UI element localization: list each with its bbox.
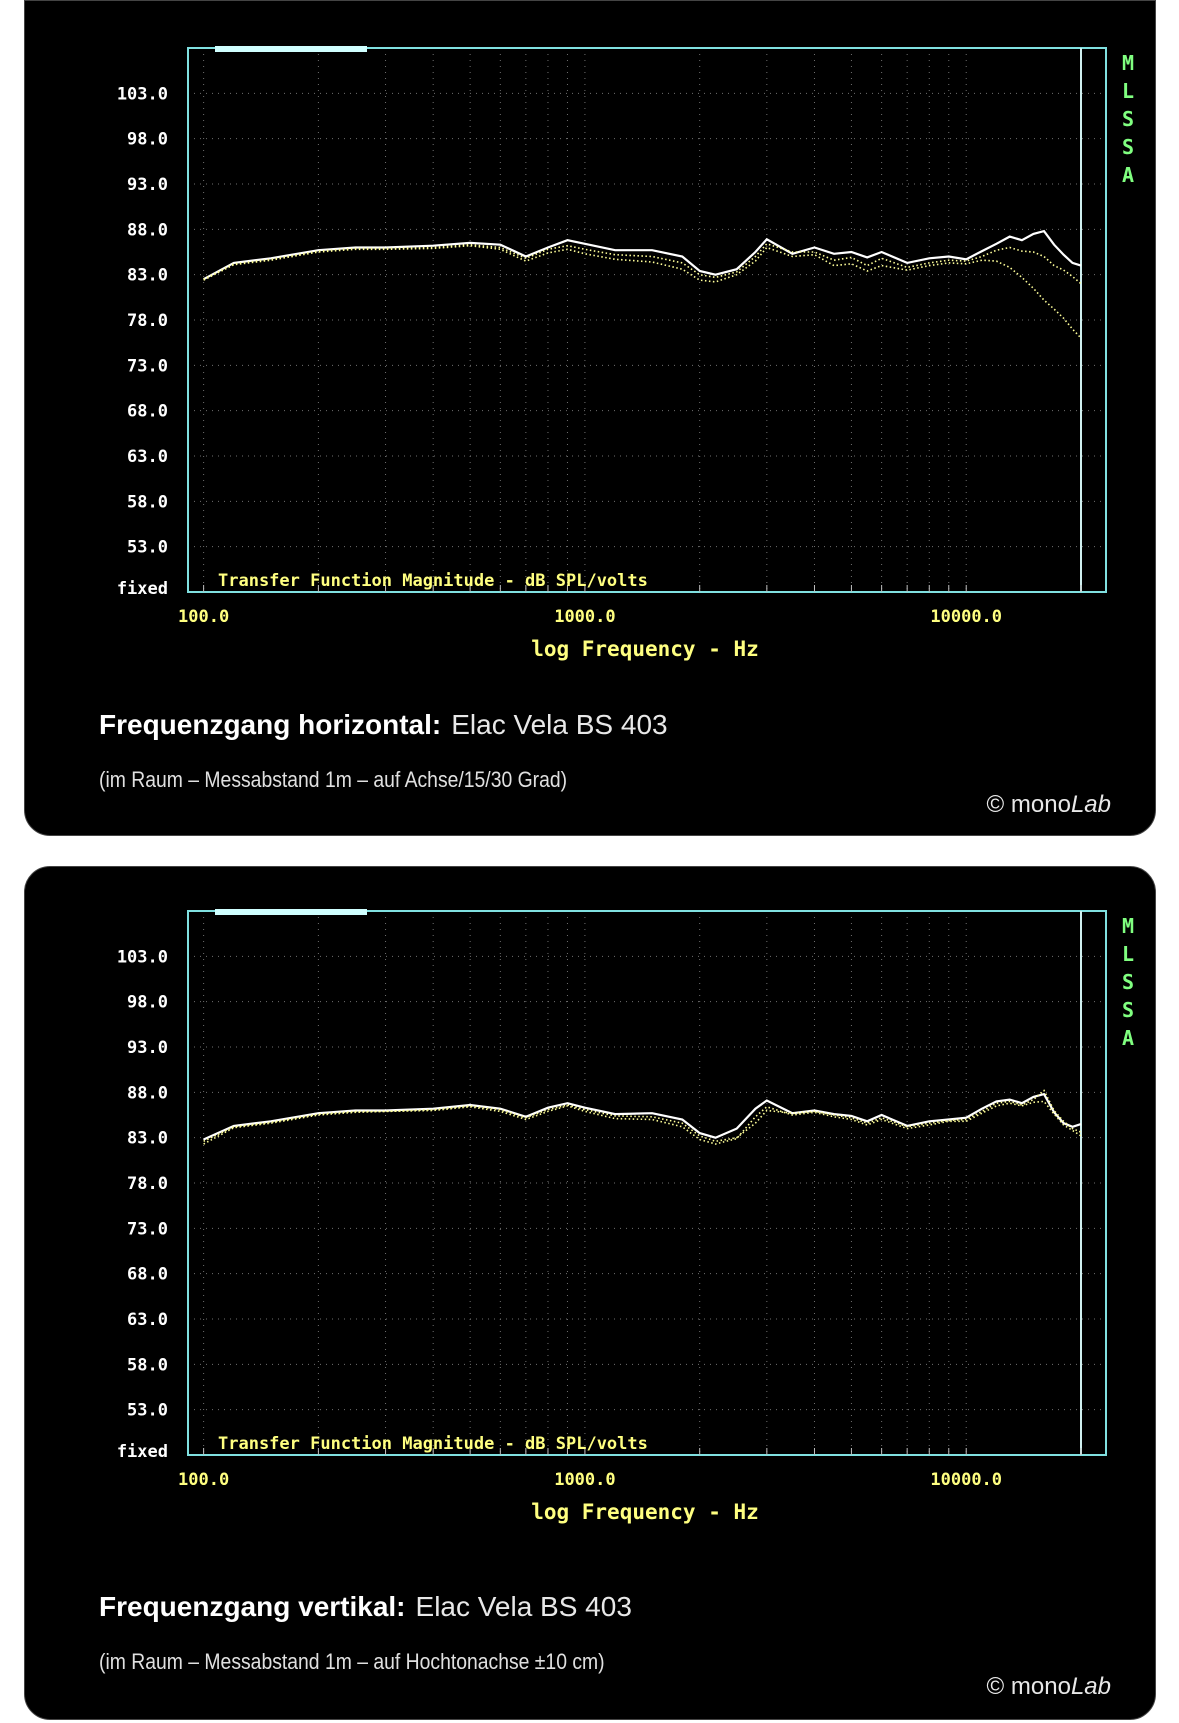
chart-caption: Frequenzgang vertikal: Elac Vela BS 403: [99, 1591, 632, 1623]
mlssa-letter: L: [1122, 942, 1134, 966]
chart-title: Transfer Function Magnitude - dB SPL/vol…: [218, 1434, 648, 1454]
plot-frame: [187, 47, 1107, 593]
plot-frame: [187, 910, 1107, 1456]
copyright-symbol: ©: [986, 791, 1005, 818]
series-line-3: [203, 244, 1082, 339]
x-tick-label: 1000.0: [554, 1470, 615, 1490]
y-tick-label: 93.0: [127, 175, 168, 195]
chart-subcaption: (im Raum – Messabstand 1m – auf Achse/15…: [99, 767, 568, 792]
chart-caption: Frequenzgang horizontal: Elac Vela BS 403: [99, 709, 668, 741]
y-tick-label: 58.0: [127, 492, 168, 512]
grid-lines: [188, 911, 1106, 1455]
curves: [203, 1089, 1082, 1145]
y-tick-label: 83.0: [127, 266, 168, 286]
x-tick-label: 100.0: [178, 607, 229, 627]
mlssa-letter: L: [1122, 79, 1134, 103]
chart-panel-horizontal: 103.0 98.0 93.0 88.0 83.0 78.0 73.0 68.0 63.0 58.…: [24, 0, 1156, 836]
caption-product: Elac Vela BS 403: [451, 709, 668, 740]
mlssa-letter: S: [1122, 970, 1134, 994]
y-tick-label: 83.0: [127, 1129, 168, 1149]
y-tick-label: 88.0: [127, 1083, 168, 1103]
x-tick-label: 10000.0: [930, 1470, 1002, 1490]
mlssa-letter: S: [1122, 135, 1134, 159]
copyright-mono: mono: [1010, 791, 1071, 818]
y-tick-label: 78.0: [127, 1174, 168, 1194]
mlssa-letter: M: [1122, 51, 1134, 75]
top-scale-bar: [215, 46, 367, 52]
copyright-symbol: ©: [986, 1673, 1005, 1700]
fixed-label: fixed: [117, 1442, 168, 1462]
mlssa-letter: S: [1122, 998, 1134, 1022]
y-tick-label: 58.0: [127, 1355, 168, 1375]
mlssa-letter: A: [1122, 163, 1134, 187]
y-tick-label: 103.0: [117, 84, 168, 104]
chart-title: Transfer Function Magnitude - dB SPL/vol…: [218, 571, 648, 591]
caption-product: Elac Vela BS 403: [415, 1591, 632, 1622]
x-axis-label: log Frequency - Hz: [531, 637, 759, 661]
copyright-notice: © monoLab: [987, 791, 1111, 819]
y-tick-label: 63.0: [127, 1310, 168, 1330]
series-line-2: [203, 1100, 1082, 1145]
y-tick-label: 93.0: [127, 1038, 168, 1058]
y-tick-label: 53.0: [127, 538, 168, 558]
mlssa-letter: A: [1122, 1026, 1134, 1050]
copyright-mono: mono: [1010, 1673, 1071, 1700]
series-line-1: [203, 1092, 1082, 1141]
mlssa-letter: S: [1122, 107, 1134, 131]
y-tick-label: 88.0: [127, 220, 168, 240]
y-tick-label: 78.0: [127, 311, 168, 331]
chart-panel-vertical: 103.0 98.0 93.0 88.0 83.0 78.0 73.0 68.0 63.0 58.…: [24, 866, 1156, 1720]
x-tick-label: 10000.0: [930, 607, 1002, 627]
copyright-notice: © monoLab: [987, 1673, 1111, 1701]
y-tick-label: 98.0: [127, 130, 168, 150]
x-tick-label: 100.0: [178, 1470, 229, 1490]
series-line-1: [203, 229, 1082, 281]
fixed-label: fixed: [117, 579, 168, 599]
x-tick-label: 1000.0: [554, 607, 615, 627]
caption-title: Frequenzgang vertikal:: [99, 1591, 406, 1622]
y-tick-label: 73.0: [127, 356, 168, 376]
series-line-2: [203, 242, 1082, 285]
y-tick-label: 103.0: [117, 947, 168, 967]
copyright-lab: Lab: [1070, 791, 1111, 818]
y-tick-label: 68.0: [127, 402, 168, 422]
grid-lines: [188, 48, 1106, 592]
copyright-lab: Lab: [1070, 1673, 1111, 1700]
caption-title: Frequenzgang horizontal:: [99, 709, 442, 740]
mlssa-letter: M: [1122, 914, 1134, 938]
y-tick-label: 53.0: [127, 1401, 168, 1421]
y-tick-label: 73.0: [127, 1219, 168, 1239]
frequency-response-chart-horizontal: 103.0 98.0 93.0 88.0 83.0 78.0 73.0 68.0 63.0 58.…: [117, 46, 1134, 661]
y-tick-label: 68.0: [127, 1265, 168, 1285]
y-tick-label: 63.0: [127, 447, 168, 467]
x-axis-label: log Frequency - Hz: [531, 1500, 759, 1524]
top-scale-bar: [215, 909, 367, 915]
chart-subcaption: (im Raum – Messabstand 1m – auf Hochtona…: [99, 1649, 605, 1674]
y-tick-label: 98.0: [127, 993, 168, 1013]
series-line-3: [203, 1089, 1082, 1143]
frequency-response-chart-vertical: 103.0 98.0 93.0 88.0 83.0 78.0 73.0 68.0 63.0 58.…: [117, 909, 1134, 1524]
curves: [203, 229, 1082, 339]
